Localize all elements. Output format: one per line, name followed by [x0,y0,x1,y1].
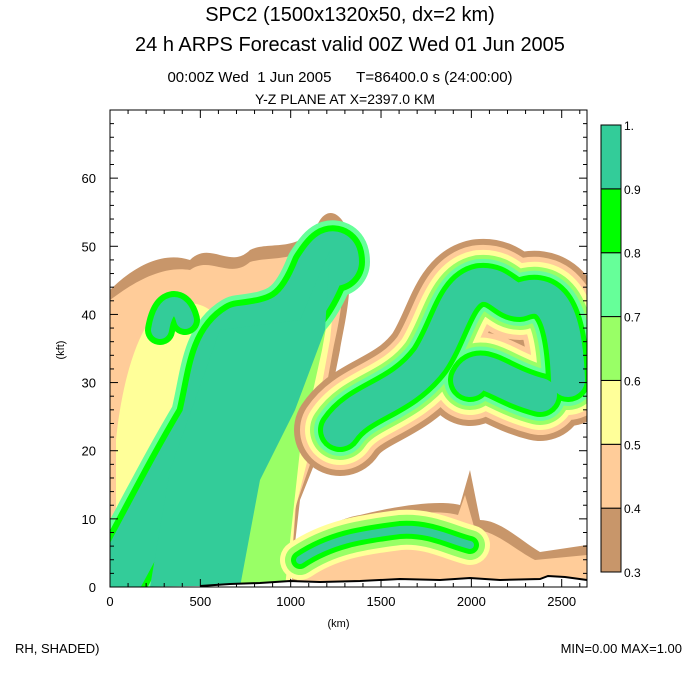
x-tick-label: 1000 [276,594,305,609]
colorbar-label: 0.3 [624,566,641,580]
y-tick-label: 20 [82,444,96,459]
field-label: RH, SHADED) [15,641,100,656]
y-axis-label: (kft) [55,341,67,360]
colorbar-swatch [600,443,622,509]
colorbar-swatch [600,507,622,573]
plot-frame [109,109,588,588]
colorbar-swatch [600,188,622,254]
y-tick-label: 50 [82,239,96,254]
colorbar: 0.3 0.4 0.5 0.6 0.7 0.8 0.9 1. [600,119,641,580]
colorbar-label: 0.6 [624,374,641,388]
y-tick-label: 10 [82,512,96,527]
y-tick-label: 0 [89,580,96,595]
y-tick-label: 30 [82,376,96,391]
terrain-line [199,574,587,587]
x-tick-label: 0 [106,594,113,609]
min-max-label: MIN=0.00 MAX=1.00 [560,641,682,656]
x-axis-label: (km) [328,618,350,630]
colorbar-label: 0.5 [624,438,641,452]
chart-title: SPC2 (1500x1320x50, dx=2 km) [205,4,495,26]
colorbar-swatch [600,124,622,190]
colorbar-label: 0.8 [624,247,641,261]
colorbar-label: 1. [624,119,634,133]
x-tick-label: 1500 [367,594,396,609]
colorbar-swatch [600,316,622,381]
colorbar-swatch [600,252,622,318]
colorbar-label: 0.9 [624,183,641,197]
x-tick-label: 2000 [457,594,486,609]
colorbar-swatch [600,379,622,445]
colorbar-label: 0.7 [624,311,641,325]
y-tick-label: 40 [82,307,96,322]
y-tick-label: 60 [82,171,96,186]
colorbar-label: 0.4 [624,502,641,516]
valid-time-label: 00:00Z Wed 1 Jun 2005 T=86400.0 s (24:00… [167,69,513,86]
rh-field [110,110,587,587]
plane-label: Y-Z PLANE AT X=2397.0 KM [255,91,435,107]
axes: 0 500 1000 1500 2000 2500 0 10 20 30 40 50 60 (km) (kf… [55,109,587,630]
chart-subtitle: 24 h ARPS Forecast valid 00Z Wed 01 Jun … [135,34,565,56]
x-tick-label: 500 [189,594,211,609]
x-tick-label: 2500 [547,594,576,609]
